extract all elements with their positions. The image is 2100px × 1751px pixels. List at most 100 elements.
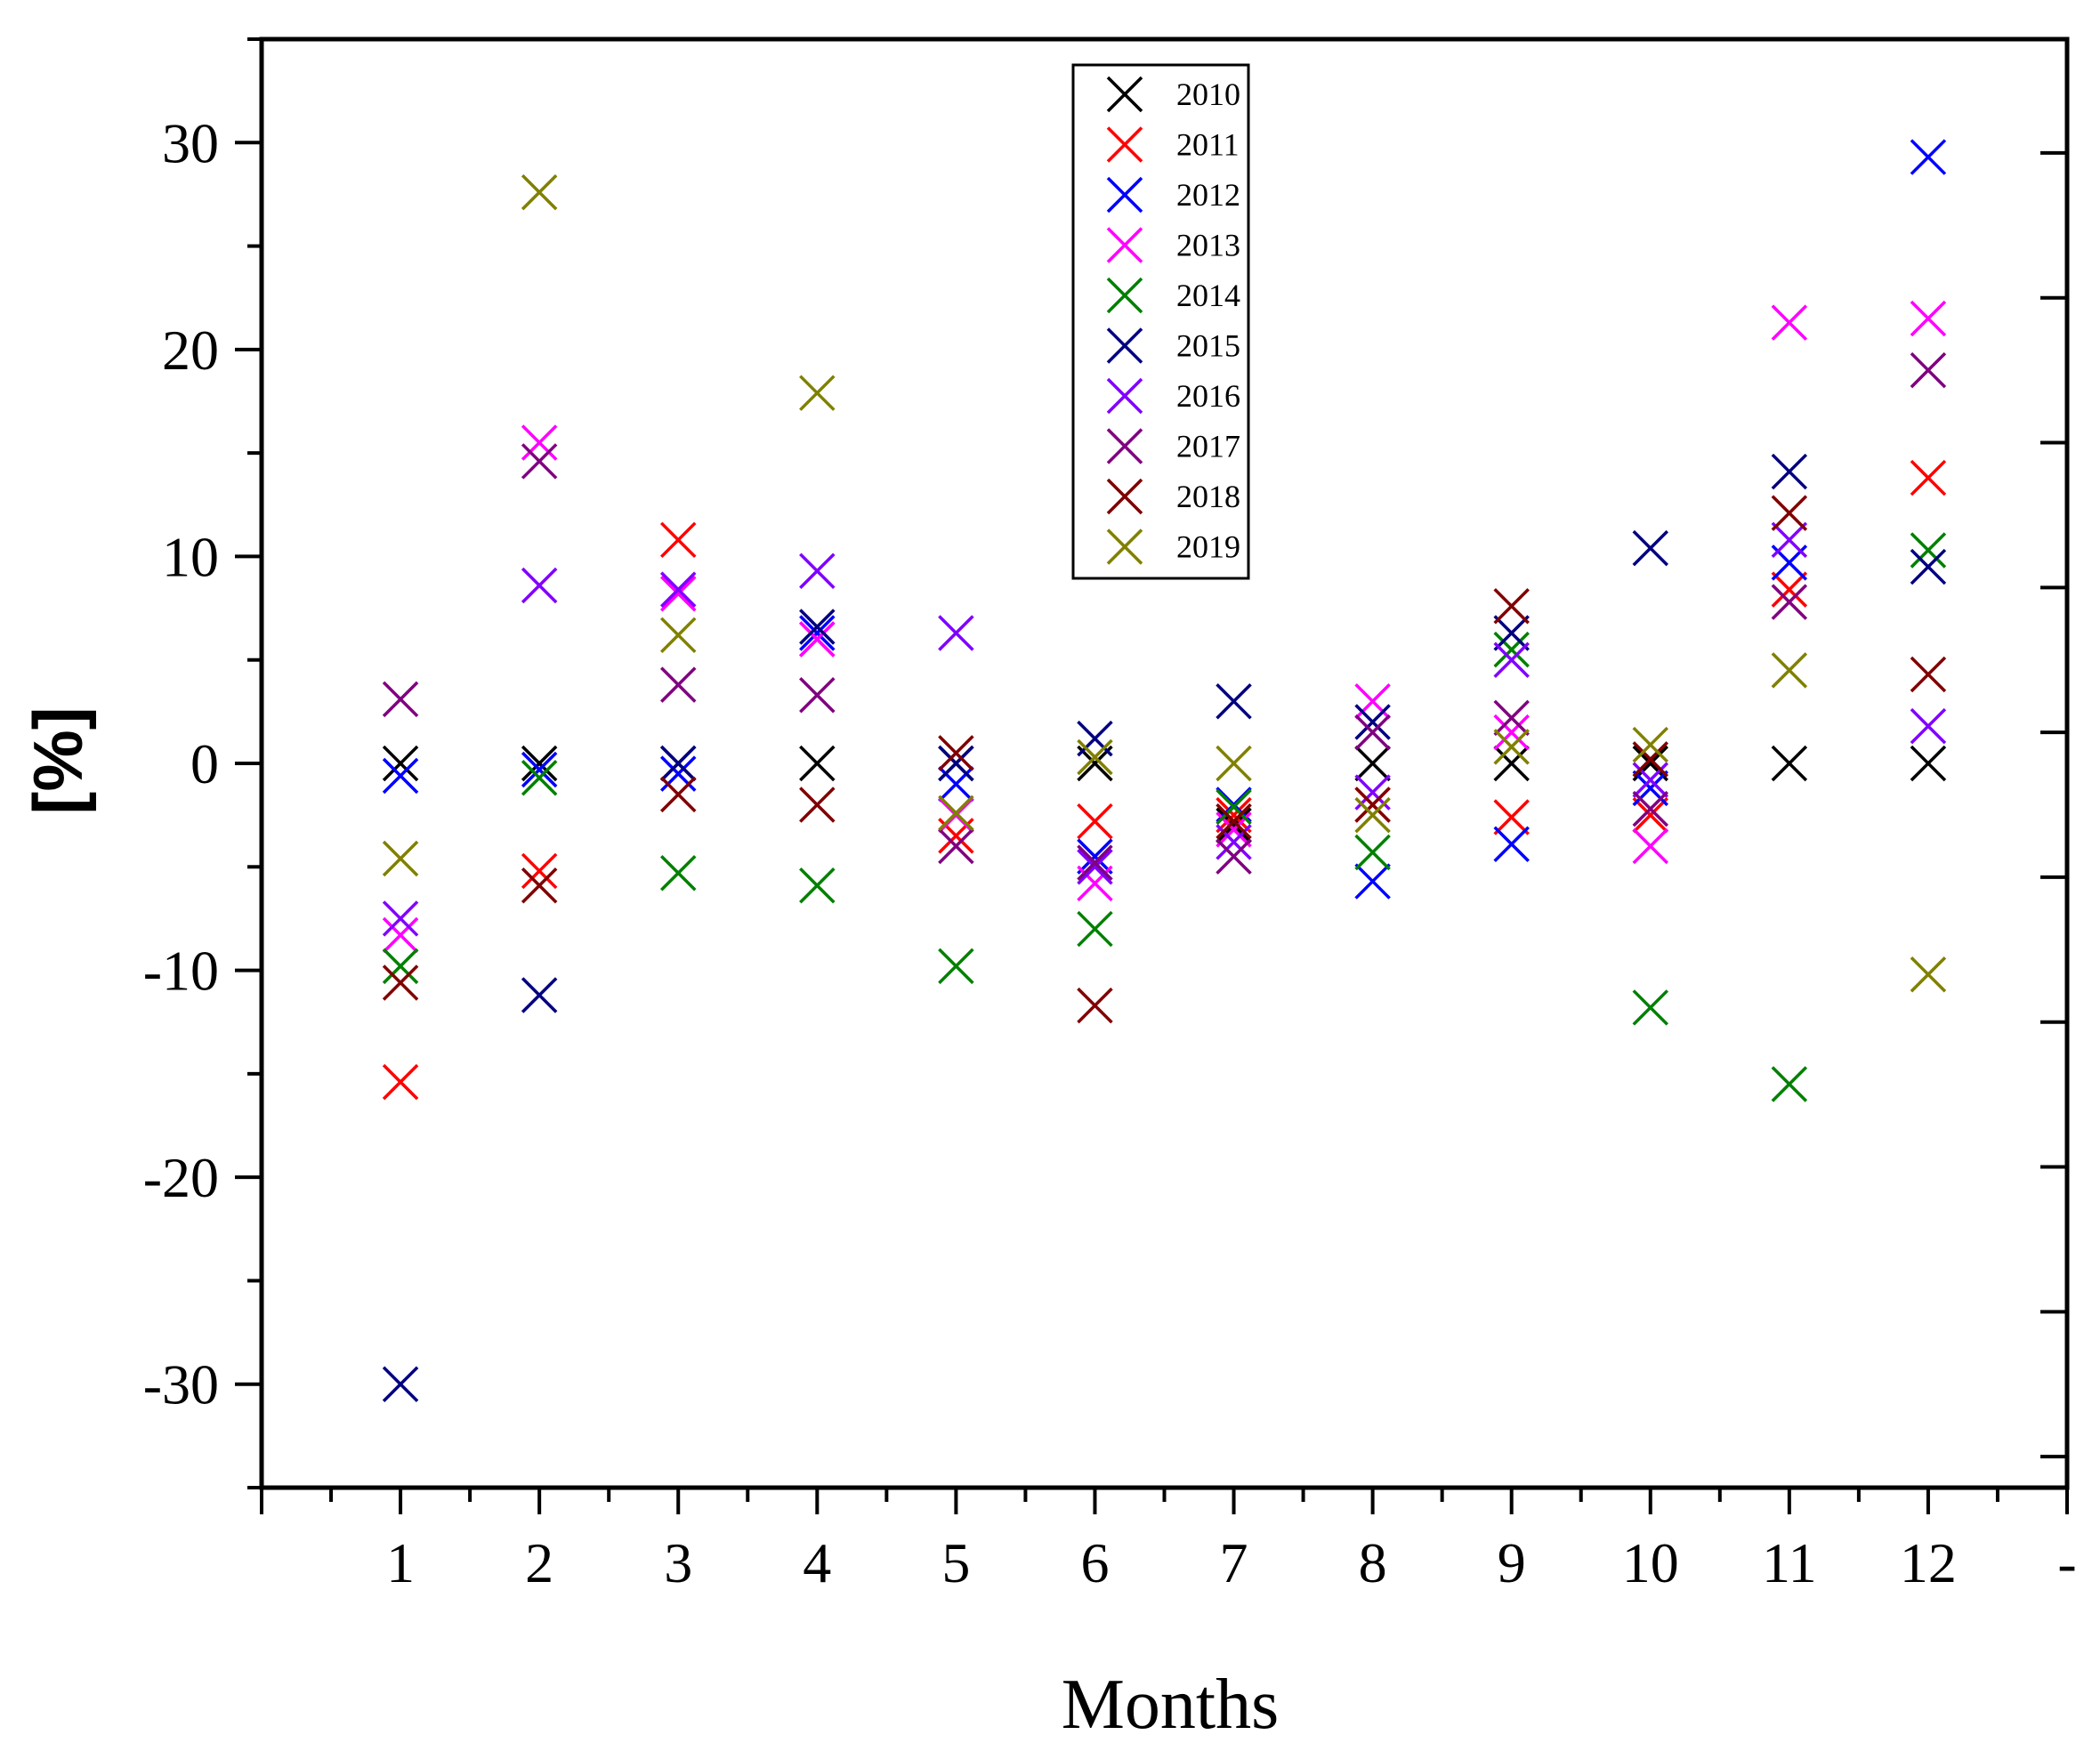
data-point	[521, 443, 558, 480]
data-point	[521, 745, 558, 782]
data-point	[382, 948, 419, 985]
data-point	[1077, 865, 1113, 902]
y-tick-label: 10	[162, 525, 219, 588]
data-point	[1077, 803, 1113, 840]
y-tick-label: -10	[143, 940, 219, 1003]
data-point	[1354, 834, 1391, 871]
data-point	[1910, 956, 1947, 993]
data-point	[1354, 745, 1391, 782]
legend-marker	[1106, 227, 1143, 263]
data-point	[1771, 304, 1808, 341]
data-point	[659, 855, 697, 892]
data-point	[799, 615, 836, 651]
data-point	[1216, 803, 1252, 840]
legend-label: 2016	[1176, 378, 1240, 414]
legend-label: 2014	[1176, 278, 1240, 313]
legend-label: 2018	[1176, 479, 1240, 514]
data-point	[1077, 987, 1113, 1024]
y-tick-label: 0	[190, 732, 219, 795]
x-tick-label: 1	[386, 1531, 415, 1594]
x-tick-label: 6	[1080, 1531, 1109, 1594]
data-point	[1216, 788, 1252, 826]
data-point	[1354, 796, 1391, 834]
data-point	[1354, 714, 1391, 751]
data-point	[799, 787, 836, 823]
data-point	[1493, 631, 1530, 668]
data-point	[1077, 910, 1113, 948]
legend-label: 2011	[1176, 127, 1240, 163]
data-point	[1910, 351, 1947, 389]
data-point	[1493, 799, 1530, 835]
data-point	[1632, 529, 1669, 567]
data-point	[1771, 453, 1808, 490]
data-point	[521, 751, 558, 788]
y-tick-label: 30	[162, 111, 219, 174]
legend: 2010 2011 2012 2013 2014 2015 2016 2017 2018 2019	[1071, 63, 1250, 580]
data-point	[1077, 745, 1113, 782]
x-tick-label: 4	[803, 1531, 831, 1594]
data-point	[938, 735, 974, 771]
data-points	[382, 139, 1947, 1402]
data-point	[1077, 738, 1113, 776]
data-point	[1910, 745, 1947, 782]
data-point	[1632, 741, 1669, 778]
legend-marker	[1106, 478, 1143, 515]
data-point	[659, 576, 697, 612]
x-tick-label: 8	[1359, 1531, 1387, 1594]
data-point	[799, 621, 836, 658]
data-point	[1910, 548, 1947, 585]
data-point	[521, 867, 558, 904]
data-point	[1632, 770, 1669, 807]
data-point	[1910, 459, 1947, 496]
data-point	[659, 776, 697, 813]
data-point	[1077, 838, 1113, 875]
data-point	[1632, 989, 1669, 1026]
x-tick-label: 9	[1498, 1531, 1526, 1594]
data-point	[1771, 495, 1808, 531]
legend-marker	[1106, 277, 1143, 314]
data-point	[799, 677, 836, 714]
data-point	[521, 424, 558, 461]
data-point	[1493, 641, 1530, 678]
data-point	[1216, 682, 1252, 720]
data-point	[1493, 699, 1530, 737]
data-point	[1771, 1066, 1808, 1102]
data-point	[1632, 726, 1669, 763]
data-point	[521, 977, 558, 1013]
data-point	[1493, 615, 1530, 651]
data-point	[1632, 745, 1669, 782]
data-point	[1216, 745, 1252, 782]
data-point	[1632, 762, 1669, 798]
data-point	[938, 745, 974, 782]
legend-marker	[1106, 377, 1143, 415]
data-point	[1910, 300, 1947, 337]
data-point	[659, 666, 697, 703]
data-point	[799, 553, 836, 589]
legend-marker	[1106, 76, 1143, 113]
data-point	[1493, 729, 1530, 765]
data-point	[1077, 844, 1113, 881]
legend-label: 2015	[1176, 328, 1240, 364]
data-point	[521, 760, 558, 796]
data-point	[659, 617, 697, 654]
data-point	[1493, 588, 1530, 625]
data-point	[382, 745, 419, 782]
data-point	[1354, 863, 1391, 900]
data-point	[382, 681, 419, 718]
data-point	[938, 766, 974, 803]
data-point	[938, 615, 974, 651]
data-point	[521, 567, 558, 604]
x-tick-label: 5	[941, 1531, 970, 1594]
y-tick-label: 20	[162, 319, 219, 382]
legend-label: 2017	[1176, 429, 1240, 464]
data-point	[1493, 826, 1530, 862]
data-point	[382, 840, 419, 877]
data-point	[1354, 704, 1391, 740]
data-point	[1493, 714, 1530, 751]
x-tick-label: 7	[1220, 1531, 1248, 1594]
legend-label: 2019	[1176, 529, 1240, 565]
data-point	[1910, 532, 1947, 569]
